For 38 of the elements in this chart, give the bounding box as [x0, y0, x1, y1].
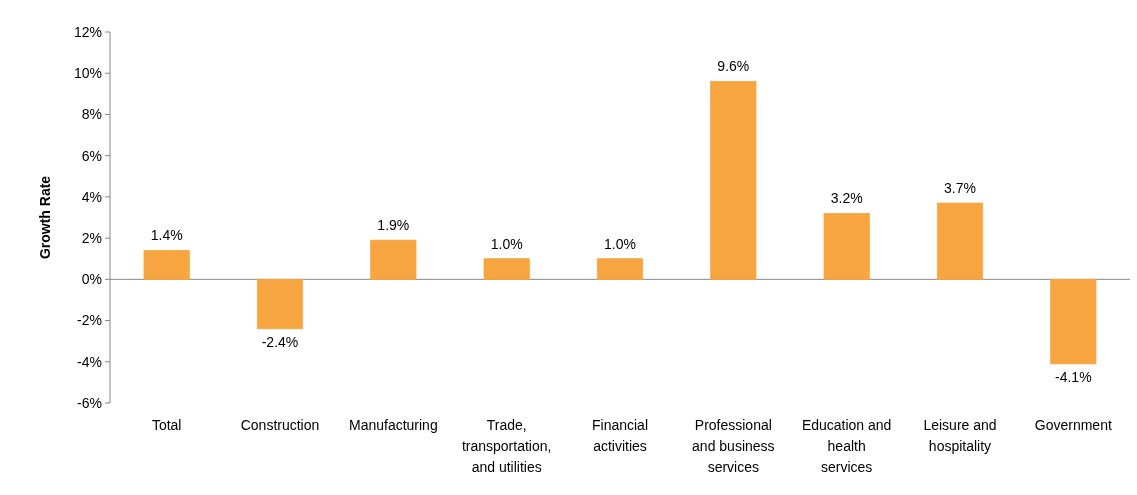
y-tick-label: 6%: [81, 147, 102, 164]
x-tick-label: Leisure and hospitality: [923, 417, 997, 454]
bar: [596, 258, 644, 280]
y-axis-title: Growth Rate: [37, 175, 53, 260]
x-tick-label: Manufacturing: [348, 417, 438, 433]
bar: [1050, 278, 1097, 365]
x-tick-label: Financial activities: [591, 417, 649, 454]
x-tick-label: Construction: [240, 417, 320, 433]
x-tick-label: Total: [151, 417, 182, 433]
bar: [710, 81, 757, 280]
y-tick-label: 12%: [73, 23, 102, 40]
y-tick-label: 0%: [81, 271, 102, 288]
bar: [823, 212, 870, 280]
x-tick-label: Government: [1034, 417, 1112, 433]
bar: [483, 258, 530, 280]
y-tick-label: 8%: [81, 106, 102, 123]
y-tick-label: 10%: [73, 65, 102, 82]
data-label: 1.4%: [150, 227, 183, 244]
data-label: 3.2%: [830, 190, 863, 207]
y-tick-label: 4%: [81, 188, 102, 205]
bar: [936, 202, 984, 280]
data-label: 3.7%: [944, 180, 976, 197]
data-label: -4.1%: [1055, 368, 1092, 385]
x-tick-label: Professional and business services: [692, 417, 775, 475]
data-label: 9.6%: [717, 58, 750, 75]
data-label: 1.9%: [377, 217, 410, 234]
data-label: 1.0%: [604, 235, 636, 252]
data-label: 1.0%: [490, 235, 523, 252]
y-tick-label: -4%: [77, 353, 102, 370]
data-label: -2.4%: [261, 333, 299, 350]
y-tick-label: 2%: [81, 230, 102, 247]
bar: [370, 239, 417, 280]
y-tick-label: -6%: [77, 394, 102, 411]
bar: [143, 250, 190, 280]
y-tick-label: -2%: [77, 312, 102, 329]
x-tick-label: Education and health services: [801, 417, 892, 475]
x-tick-label: Trade, transportation, and utilities: [461, 417, 552, 475]
bar: [256, 278, 304, 330]
